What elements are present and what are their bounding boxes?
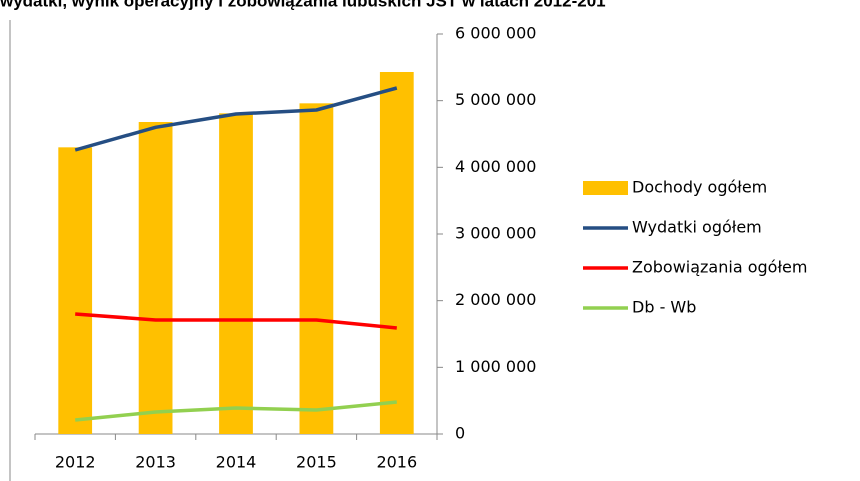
y-tick-label: 4 000 000	[455, 157, 536, 176]
x-tick-label: 2016	[376, 453, 417, 472]
legend-label: Zobowiązania ogółem	[632, 258, 807, 277]
x-tick-label: 2012	[55, 453, 96, 472]
line	[74, 86, 398, 152]
bar	[299, 103, 334, 434]
y-tick-label: 3 000 000	[455, 224, 536, 243]
y-tick-label: 5 000 000	[455, 90, 536, 109]
y-tick-label: 0	[455, 424, 465, 443]
x-tick-label: 2013	[135, 453, 176, 472]
y-tick-label: 1 000 000	[455, 357, 536, 376]
x-tick-label: 2015	[296, 453, 337, 472]
legend-swatch	[583, 181, 628, 195]
line	[75, 400, 397, 422]
x-tick-label: 2014	[216, 453, 257, 472]
bar	[138, 122, 173, 434]
legend-label: Dochody ogółem	[632, 178, 767, 197]
bar	[219, 113, 253, 434]
legend-label: Wydatki ogółem	[632, 218, 762, 237]
bar	[379, 72, 414, 434]
y-tick-label: 2 000 000	[455, 290, 536, 309]
legend-label: Db - Wb	[632, 298, 696, 317]
chart-title: wydatki, wynik operacyjny i zobowiązania…	[0, 0, 606, 10]
y-tick-label: 6 000 000	[455, 24, 536, 43]
line	[75, 312, 397, 330]
bar	[58, 147, 93, 435]
